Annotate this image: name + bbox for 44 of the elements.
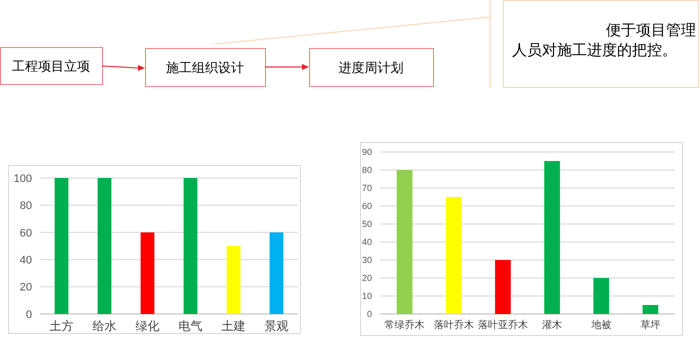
- x-tick-label: 给水: [92, 319, 116, 333]
- y-tick-label: 80: [362, 165, 372, 176]
- y-tick-label: 90: [362, 147, 372, 158]
- x-tick-label: 土建: [222, 319, 246, 333]
- bar: [270, 232, 284, 314]
- bar: [544, 161, 560, 314]
- y-tick-label: 80: [20, 200, 32, 212]
- bar: [396, 170, 412, 314]
- bar: [593, 278, 610, 314]
- y-tick-label: 20: [20, 282, 32, 294]
- bar: [54, 178, 68, 314]
- x-tick-label: 草坪: [640, 319, 660, 331]
- y-tick-label: 30: [362, 255, 372, 266]
- y-tick-label: 0: [366, 309, 372, 320]
- bar: [140, 232, 154, 314]
- y-tick-label: 100: [14, 172, 32, 185]
- y-tick-label: 0: [26, 308, 32, 321]
- x-tick-label: 绿化: [136, 319, 160, 333]
- x-tick-label: 常绿乔木: [384, 319, 425, 331]
- y-tick-label: 10: [362, 291, 372, 302]
- bar: [495, 260, 511, 314]
- x-tick-label: 落叶乔木: [434, 319, 474, 331]
- y-tick-label: 50: [362, 219, 372, 230]
- text: 施工组织设计: [166, 60, 244, 75]
- bar: [642, 305, 658, 314]
- bar: [226, 246, 240, 314]
- text: 进度周计划: [338, 60, 404, 75]
- bar: [184, 178, 198, 314]
- x-tick-label: 土方: [50, 319, 74, 333]
- x-tick-label: 景观: [264, 319, 288, 333]
- text: 便于项目管理人员对施工进度的把控。: [512, 22, 696, 59]
- x-tick-label: 地被: [590, 319, 612, 331]
- y-tick-label: 40: [362, 237, 372, 248]
- bar: [446, 197, 462, 314]
- x-tick-label: 灌木: [542, 319, 562, 331]
- y-tick-label: 60: [20, 227, 32, 240]
- text: 工程项目立项: [12, 58, 90, 74]
- x-tick-label: 电气: [178, 319, 202, 333]
- y-tick-label: 20: [362, 273, 372, 284]
- x-tick-label: 落叶亚乔木: [478, 319, 528, 331]
- y-tick-label: 60: [362, 201, 372, 212]
- y-tick-label: 70: [362, 183, 372, 194]
- bar: [98, 178, 112, 314]
- y-tick-label: 40: [20, 254, 32, 266]
